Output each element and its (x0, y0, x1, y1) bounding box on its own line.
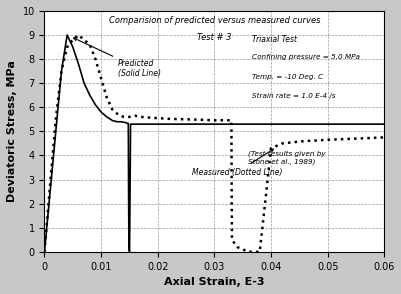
Text: (Test results given by
Stone et al., 1989): (Test results given by Stone et al., 198… (248, 151, 325, 165)
Y-axis label: Deviatoric Stress, MPa: Deviatoric Stress, MPa (7, 61, 17, 202)
Text: Temp. = -10 Deg. C: Temp. = -10 Deg. C (251, 74, 322, 80)
X-axis label: Axial Strain, E-3: Axial Strain, E-3 (164, 277, 264, 287)
Text: Test # 3: Test # 3 (196, 33, 231, 42)
Text: Measured (Dotted Line): Measured (Dotted Line) (191, 149, 282, 177)
Text: Comparision of predicted versus measured curves: Comparision of predicted versus measured… (108, 16, 319, 25)
Text: Strain rate = 1.0 E-4 /s: Strain rate = 1.0 E-4 /s (251, 93, 334, 99)
Text: Predicted
(Solid Line): Predicted (Solid Line) (73, 38, 161, 78)
Text: Confining pressure = 5.0 MPa: Confining pressure = 5.0 MPa (251, 54, 359, 60)
Text: Triaxial Test: Triaxial Test (251, 35, 296, 44)
